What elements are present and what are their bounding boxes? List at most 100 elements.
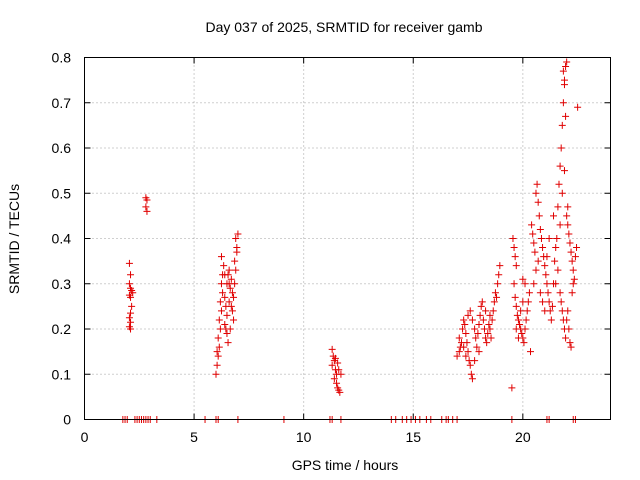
data-point	[462, 330, 470, 338]
data-point	[463, 339, 471, 347]
data-point	[488, 316, 496, 324]
data-point	[460, 343, 468, 351]
data-point	[539, 298, 547, 306]
data-point	[510, 244, 518, 252]
data-point	[567, 343, 575, 351]
data-point	[563, 58, 571, 66]
data-point	[560, 76, 568, 84]
data-point	[471, 357, 479, 365]
data-points	[119, 58, 582, 423]
data-point	[125, 259, 133, 267]
data-point	[551, 257, 559, 265]
data-point	[548, 302, 556, 310]
data-point	[484, 330, 492, 338]
data-point	[555, 180, 563, 188]
data-point	[127, 318, 135, 326]
data-point	[521, 280, 529, 288]
x-tick-label: 5	[190, 429, 198, 445]
data-point	[220, 262, 228, 270]
y-tick-label: 0.2	[52, 321, 72, 337]
data-point	[564, 221, 572, 229]
data-point	[512, 302, 520, 310]
data-point	[473, 343, 481, 351]
y-axis-label: SRMTID / TECUs	[6, 184, 22, 294]
data-point	[536, 289, 544, 297]
data-point	[534, 198, 542, 206]
data-point	[553, 235, 561, 242]
data-point	[539, 244, 547, 252]
data-point	[560, 167, 568, 175]
data-point	[554, 203, 562, 211]
data-point	[464, 311, 472, 319]
data-point	[227, 302, 235, 310]
data-point	[489, 307, 497, 315]
data-point	[569, 280, 577, 288]
data-point	[125, 280, 133, 288]
data-point	[565, 325, 573, 333]
data-point	[564, 203, 572, 211]
y-tick-label: 0.4	[52, 231, 72, 247]
data-point	[216, 298, 224, 306]
y-tick-label: 0.8	[52, 50, 72, 66]
data-point	[230, 293, 238, 301]
data-point	[534, 257, 542, 265]
data-point	[328, 345, 336, 353]
data-point	[511, 293, 519, 301]
data-point	[556, 221, 564, 229]
plot-frame	[84, 57, 611, 420]
data-point	[542, 271, 550, 279]
data-point	[545, 235, 553, 242]
data-point	[215, 343, 223, 351]
data-point	[485, 320, 493, 328]
data-point	[533, 180, 541, 188]
data-point	[232, 235, 240, 242]
data-point	[127, 293, 135, 301]
y-tick-labels: 0 0.1 0.2 0.3 0.4 0.5 0.6 0.7 0.8	[52, 50, 72, 428]
x-tick-labels: 0 5 10 15 20	[81, 429, 531, 445]
data-point	[552, 244, 560, 252]
data-point	[483, 339, 491, 347]
data-point	[523, 307, 531, 315]
data-point	[518, 330, 526, 338]
data-point	[522, 316, 530, 324]
data-point	[487, 334, 495, 342]
grid-lines	[84, 57, 611, 420]
data-point	[496, 262, 504, 270]
data-point	[479, 316, 487, 324]
data-point	[478, 298, 486, 306]
data-point	[527, 348, 535, 356]
data-point	[562, 334, 570, 342]
x-tick-label: 15	[405, 429, 421, 445]
data-point	[125, 314, 133, 322]
data-point	[513, 311, 521, 319]
data-point	[486, 325, 494, 333]
data-point	[559, 99, 567, 107]
data-point	[557, 144, 565, 152]
data-point	[228, 289, 236, 297]
data-point	[127, 309, 135, 317]
data-point	[529, 230, 537, 238]
x-axis-label: GPS time / hours	[292, 457, 399, 473]
data-point	[567, 248, 575, 256]
data-point	[562, 63, 570, 71]
y-tick-label: 0.3	[52, 276, 72, 292]
data-point	[219, 289, 227, 297]
data-point	[213, 361, 221, 369]
data-point	[571, 253, 579, 261]
data-point	[468, 316, 476, 324]
data-point	[225, 298, 233, 306]
data-point	[127, 271, 135, 279]
data-point	[336, 388, 344, 396]
data-point	[517, 307, 525, 315]
data-point	[568, 289, 576, 297]
data-point	[493, 293, 501, 301]
data-point	[557, 298, 565, 306]
data-point	[231, 257, 239, 265]
data-point	[227, 275, 235, 283]
data-point	[468, 375, 476, 383]
data-point	[494, 280, 502, 288]
data-point	[221, 271, 229, 279]
x-tick-label: 10	[296, 429, 312, 445]
y-tick-label: 0.1	[52, 366, 72, 382]
